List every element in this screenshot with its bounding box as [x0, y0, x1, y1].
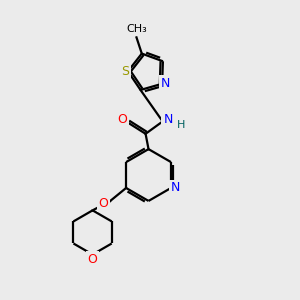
- Text: H: H: [177, 120, 185, 130]
- Text: N: N: [161, 77, 170, 90]
- Text: O: O: [118, 112, 128, 126]
- Text: O: O: [88, 253, 98, 266]
- Text: N: N: [171, 182, 180, 194]
- Text: N: N: [163, 113, 172, 127]
- Text: O: O: [98, 197, 108, 210]
- Text: S: S: [121, 65, 129, 78]
- Text: CH₃: CH₃: [126, 24, 147, 34]
